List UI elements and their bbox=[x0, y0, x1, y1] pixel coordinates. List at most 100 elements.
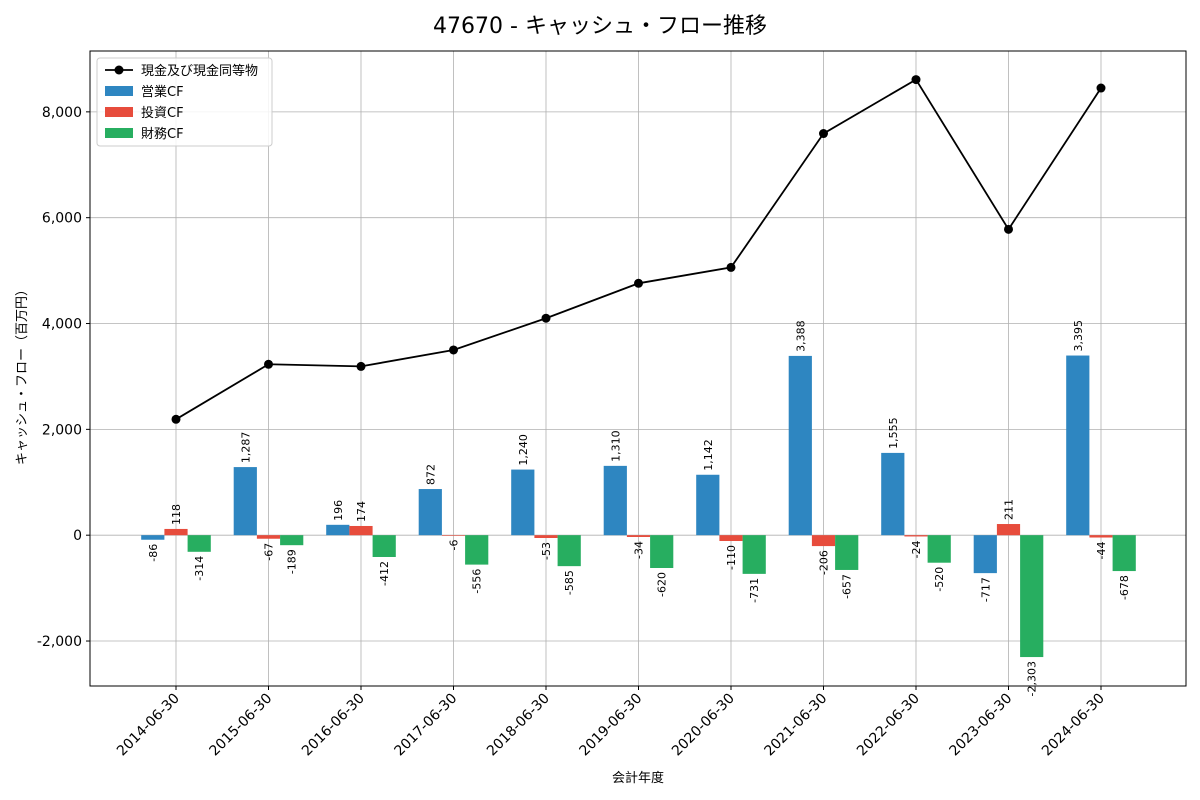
bar-value-label: -585 bbox=[563, 570, 576, 595]
bars bbox=[141, 355, 1136, 658]
bar-財務CF-2022-06-30 bbox=[927, 535, 951, 563]
legend-label: 営業CF bbox=[141, 84, 184, 100]
bar-財務CF-2018-06-30 bbox=[557, 535, 581, 567]
bar-財務CF-2021-06-30 bbox=[835, 535, 859, 570]
bar-投資CF-2014-06-30 bbox=[164, 528, 188, 536]
legend-bar-swatch bbox=[105, 107, 133, 117]
bar-財務CF-2015-06-30 bbox=[280, 535, 304, 546]
bar-財務CF-2016-06-30 bbox=[372, 535, 396, 557]
bar-value-label: 211 bbox=[1003, 499, 1016, 520]
bar-投資CF-2024-06-30 bbox=[1089, 535, 1113, 538]
y-axis: -2,000 0 2,000 4,000 6,000 8,000 bbox=[37, 105, 90, 650]
bar-value-label: -6 bbox=[448, 540, 461, 551]
bar-labels: -86 1,287 196 872 1,240 1,310 1,142 3,388 1,555 -… bbox=[147, 320, 1131, 696]
bar-value-label: 1,287 bbox=[239, 432, 252, 464]
bar-value-label: 3,395 bbox=[1072, 320, 1085, 352]
bar-value-label: -657 bbox=[841, 574, 854, 599]
legend-bar-swatch bbox=[105, 86, 133, 96]
x-tick-label: 2017-06-30 bbox=[391, 691, 460, 760]
cash-point-2022-06-30 bbox=[911, 75, 921, 85]
bar-value-label: 1,240 bbox=[517, 434, 530, 466]
x-tick-label: 2018-06-30 bbox=[484, 691, 553, 760]
bar-投資CF-2016-06-30 bbox=[349, 525, 373, 536]
cash-point-2016-06-30 bbox=[356, 361, 366, 371]
bar-投資CF-2018-06-30 bbox=[534, 535, 558, 538]
chart-title: 47670 - キャッシュ・フロー推移 bbox=[433, 14, 767, 39]
x-tick-label: 2019-06-30 bbox=[576, 691, 645, 760]
bar-value-label: 1,310 bbox=[609, 430, 622, 462]
grid bbox=[90, 51, 1186, 686]
bar-投資CF-2017-06-30 bbox=[441, 535, 466, 536]
bar-営業CF-2022-06-30 bbox=[881, 452, 905, 536]
bar-営業CF-2016-06-30 bbox=[326, 524, 350, 536]
x-tick-label: 2021-06-30 bbox=[761, 691, 830, 760]
x-tick-label: 2022-06-30 bbox=[854, 691, 923, 760]
bar-営業CF-2024-06-30 bbox=[1066, 355, 1090, 536]
y-tick-label: 4,000 bbox=[42, 317, 82, 333]
bar-財務CF-2014-06-30 bbox=[187, 535, 211, 552]
legend-label: 投資CF bbox=[141, 105, 184, 121]
bar-value-label: -206 bbox=[818, 550, 831, 575]
bar-value-label: -44 bbox=[1095, 542, 1108, 560]
bar-財務CF-2020-06-30 bbox=[742, 535, 766, 574]
x-axis: 2014-06-30 2015-06-30 2016-06-30 2017-06-30… bbox=[114, 686, 1108, 759]
bar-投資CF-2019-06-30 bbox=[626, 535, 651, 537]
bar-投資CF-2020-06-30 bbox=[719, 535, 743, 542]
bar-営業CF-2017-06-30 bbox=[418, 489, 442, 536]
bar-営業CF-2020-06-30 bbox=[696, 474, 720, 536]
x-tick-label: 2016-06-30 bbox=[299, 691, 368, 760]
cash-point-2019-06-30 bbox=[634, 278, 643, 288]
bar-財務CF-2023-06-30 bbox=[1020, 535, 1044, 658]
x-axis-label: 会計年度 bbox=[612, 770, 664, 786]
bar-value-label: 1,555 bbox=[887, 417, 900, 449]
x-tick-label: 2020-06-30 bbox=[669, 691, 738, 760]
y-tick-label: 8,000 bbox=[42, 105, 82, 121]
bar-投資CF-2023-06-30 bbox=[996, 524, 1021, 536]
legend-line-marker bbox=[114, 65, 124, 75]
bar-value-label: -520 bbox=[933, 567, 946, 592]
legend-label: 財務CF bbox=[141, 127, 184, 142]
bar-value-label: -110 bbox=[725, 545, 738, 570]
x-tick-label: 2014-06-30 bbox=[114, 691, 183, 760]
bar-value-label: -731 bbox=[748, 578, 761, 603]
bar-営業CF-2021-06-30 bbox=[788, 355, 812, 536]
x-tick-label: 2015-06-30 bbox=[206, 691, 275, 760]
cash-point-2023-06-30 bbox=[1004, 224, 1013, 234]
cash-point-2014-06-30 bbox=[171, 414, 181, 424]
x-tick-label: 2024-06-30 bbox=[1039, 691, 1108, 760]
bar-value-label: 196 bbox=[332, 500, 345, 521]
cash-point-2020-06-30 bbox=[726, 262, 736, 272]
y-tick-label: 0 bbox=[73, 528, 82, 544]
bar-value-label: -412 bbox=[378, 561, 391, 586]
bar-value-label: -86 bbox=[147, 544, 160, 562]
bar-value-label: -67 bbox=[263, 543, 276, 561]
legend-box bbox=[96, 57, 273, 147]
bar-投資CF-2022-06-30 bbox=[904, 535, 928, 537]
bar-営業CF-2018-06-30 bbox=[511, 469, 535, 536]
bar-value-label: -189 bbox=[286, 549, 299, 574]
bar-財務CF-2017-06-30 bbox=[465, 535, 489, 565]
bar-営業CF-2023-06-30 bbox=[973, 535, 997, 574]
bar-value-label: -2,303 bbox=[1026, 661, 1039, 696]
y-tick-label: 6,000 bbox=[42, 211, 82, 227]
bar-財務CF-2019-06-30 bbox=[650, 535, 674, 568]
bar-財務CF-2024-06-30 bbox=[1112, 535, 1136, 572]
y-axis-label: キャッシュ・フロー（百万円） bbox=[15, 283, 30, 465]
cash-point-2018-06-30 bbox=[541, 313, 551, 323]
bar-value-label: 174 bbox=[355, 501, 368, 522]
cash-point-2024-06-30 bbox=[1096, 83, 1106, 93]
bar-value-label: -314 bbox=[193, 556, 206, 581]
bar-value-label: 3,388 bbox=[794, 320, 807, 352]
legend-bar-swatch bbox=[105, 128, 133, 138]
cash-point-2015-06-30 bbox=[264, 359, 273, 369]
cash-point-2017-06-30 bbox=[449, 345, 458, 355]
bar-value-label: -556 bbox=[471, 569, 484, 594]
bar-value-label: -620 bbox=[656, 572, 669, 597]
cash-line bbox=[171, 75, 1106, 424]
bar-投資CF-2021-06-30 bbox=[811, 535, 836, 547]
x-tick-label: 2023-06-30 bbox=[946, 691, 1015, 760]
bar-営業CF-2014-06-30 bbox=[141, 535, 165, 540]
bar-value-label: 872 bbox=[424, 464, 437, 485]
